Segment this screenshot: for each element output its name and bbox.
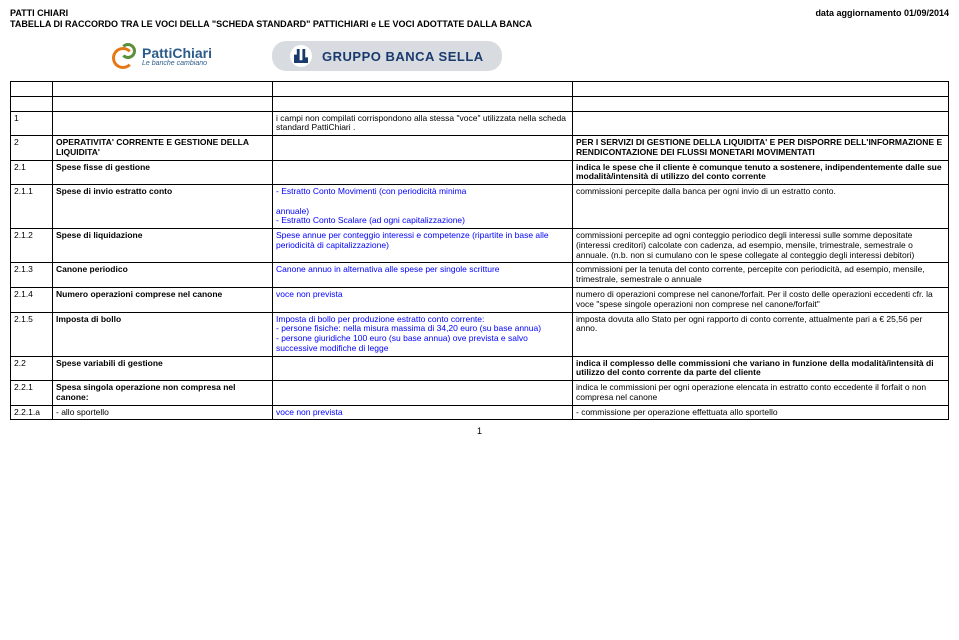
row-desc <box>273 136 573 161</box>
empty-cell <box>273 96 573 111</box>
table-row: 2.1.4Numero operazioni comprese nel cano… <box>11 288 949 313</box>
doc-subtitle: TABELLA DI RACCORDO TRA LE VOCI DELLA "S… <box>10 19 949 29</box>
row-number: 2.1.1 <box>11 185 53 229</box>
row-voce: Spese fisse di gestione <box>53 160 273 185</box>
table-row: 2.1.1Spese di invio estratto conto - Est… <box>11 185 949 229</box>
row-note: indica il complesso delle commissioni ch… <box>573 356 949 381</box>
table-row: 2.1.3Canone periodicoCanone annuo in alt… <box>11 263 949 288</box>
row-note: commissioni percepite dalla banca per og… <box>573 185 949 229</box>
row-note <box>573 111 949 136</box>
row-note: commissioni per la tenuta del conto corr… <box>573 263 949 288</box>
row-note: numero di operazioni comprese nel canone… <box>573 288 949 313</box>
logos-row: PattiChiari Le banche cambiano GRUPPO BA… <box>110 41 949 71</box>
table-row: 2.2.1Spesa singola operazione non compre… <box>11 381 949 406</box>
table-row: 2.2.1.a - allo sportellovoce non previst… <box>11 405 949 420</box>
row-desc: Imposta di bollo per produzione estratto… <box>273 312 573 356</box>
doc-title: PATTI CHIARI <box>10 8 68 18</box>
row-note: indica le spese che il cliente è comunqu… <box>573 160 949 185</box>
patti-chiari-logo: PattiChiari Le banche cambiano <box>110 43 212 69</box>
patti-logo-tagline: Le banche cambiano <box>142 60 212 67</box>
row-number: 1 <box>11 111 53 136</box>
row-note: imposta dovuta allo Stato per ogni rappo… <box>573 312 949 356</box>
row-voce <box>53 111 273 136</box>
empty-cell <box>53 96 273 111</box>
row-number: 2.1.3 <box>11 263 53 288</box>
row-desc <box>273 381 573 406</box>
table-row: 2.1.5Imposta di bolloImposta di bollo pe… <box>11 312 949 356</box>
row-voce: - allo sportello <box>53 405 273 420</box>
sella-circle-icon <box>290 45 312 67</box>
table-row: 2.1.2Spese di liquidazioneSpese annue pe… <box>11 229 949 263</box>
row-desc: i campi non compilati corrispondono alla… <box>273 111 573 136</box>
row-note: commissioni percepite ad ogni conteggio … <box>573 229 949 263</box>
patti-logo-text: PattiChiari <box>142 46 212 60</box>
page-number: 1 <box>10 426 949 436</box>
row-number: 2.2.1 <box>11 381 53 406</box>
row-note: - commissione per operazione effettuata … <box>573 405 949 420</box>
empty-cell <box>53 82 273 97</box>
row-number: 2.1.2 <box>11 229 53 263</box>
row-voce: Numero operazioni comprese nel canone <box>53 288 273 313</box>
table-row: 2OPERATIVITA' CORRENTE E GESTIONE DELLA … <box>11 136 949 161</box>
empty-cell <box>273 82 573 97</box>
row-note: PER I SERVIZI DI GESTIONE DELLA LIQUIDIT… <box>573 136 949 161</box>
row-voce: Canone periodico <box>53 263 273 288</box>
row-number: 2.1 <box>11 160 53 185</box>
row-note: indica le commissioni per ogni operazion… <box>573 381 949 406</box>
patti-swirl-icon <box>110 43 136 69</box>
sella-logo-text: GRUPPO BANCA SELLA <box>322 49 484 64</box>
empty-cell <box>573 82 949 97</box>
row-desc: voce non prevista <box>273 405 573 420</box>
table-row: 2.2Spese variabili di gestione indica il … <box>11 356 949 381</box>
row-voce: Imposta di bollo <box>53 312 273 356</box>
row-voce: Spese di invio estratto conto <box>53 185 273 229</box>
row-voce: Spese variabili di gestione <box>53 356 273 381</box>
row-desc <box>273 356 573 381</box>
update-date: data aggiornamento 01/09/2014 <box>815 8 949 18</box>
row-desc: Spese annue per conteggio interessi e co… <box>273 229 573 263</box>
raccordo-table: 1 i campi non compilati corrispondono all… <box>10 81 949 420</box>
banca-sella-logo: GRUPPO BANCA SELLA <box>272 41 502 71</box>
row-voce: Spese di liquidazione <box>53 229 273 263</box>
row-number: 2.1.4 <box>11 288 53 313</box>
row-number: 2 <box>11 136 53 161</box>
empty-cell <box>11 96 53 111</box>
row-desc: Canone annuo in alternativa alle spese p… <box>273 263 573 288</box>
table-row: 1 i campi non compilati corrispondono all… <box>11 111 949 136</box>
empty-cell <box>573 96 949 111</box>
row-number: 2.2 <box>11 356 53 381</box>
empty-cell <box>11 82 53 97</box>
row-desc <box>273 160 573 185</box>
row-desc: - Estratto Conto Movimenti (con periodic… <box>273 185 573 229</box>
table-row: 2.1Spese fisse di gestione indica le spes… <box>11 160 949 185</box>
row-voce: Spesa singola operazione non compresa ne… <box>53 381 273 406</box>
row-desc: voce non prevista <box>273 288 573 313</box>
row-voce: OPERATIVITA' CORRENTE E GESTIONE DELLA L… <box>53 136 273 161</box>
row-number: 2.2.1.a <box>11 405 53 420</box>
row-number: 2.1.5 <box>11 312 53 356</box>
